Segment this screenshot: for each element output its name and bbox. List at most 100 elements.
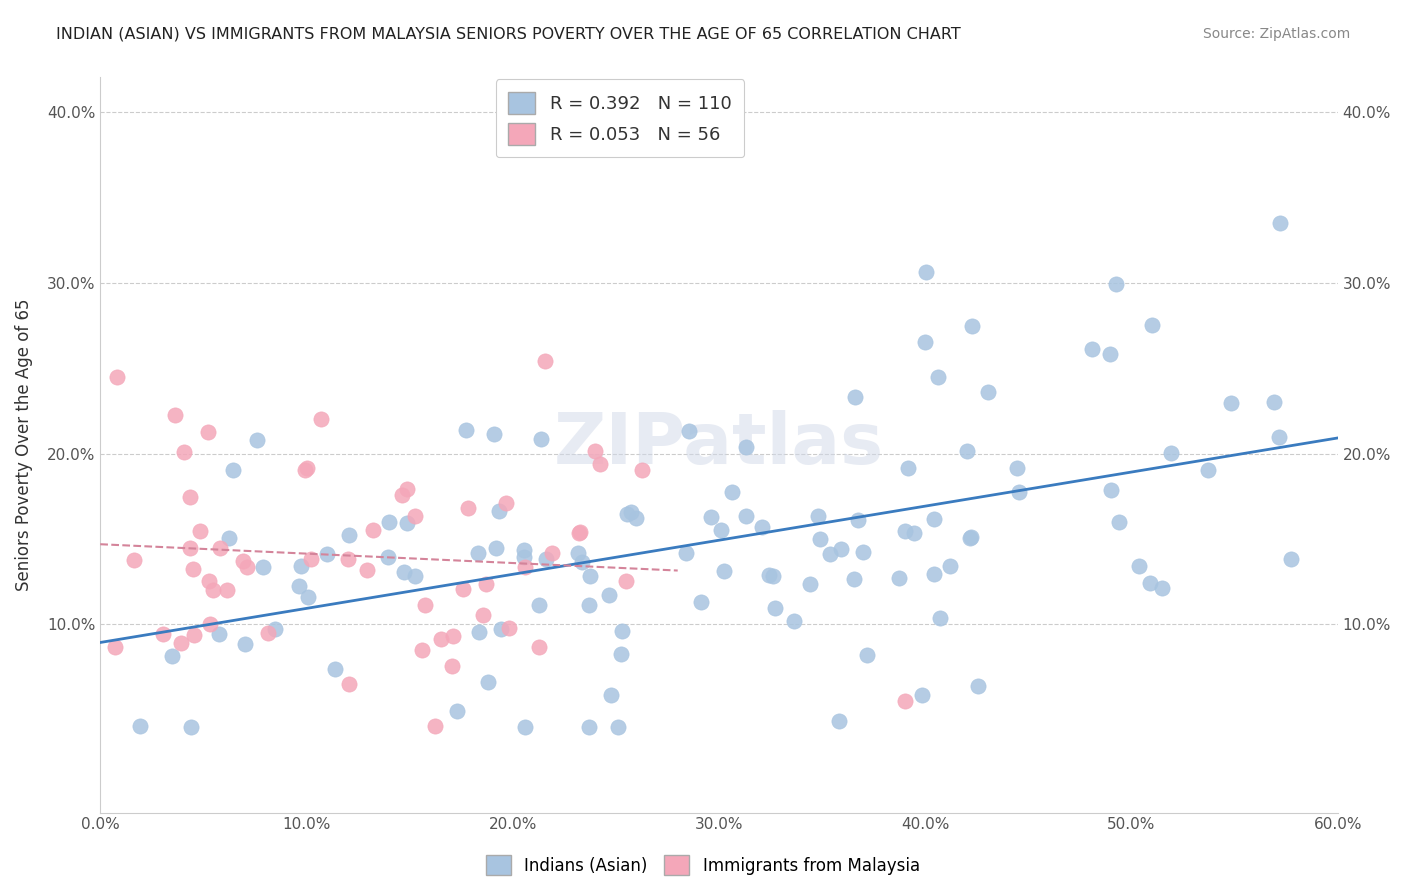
Point bbox=[1150, 581, 1173, 595]
Point bbox=[614, 574, 637, 589]
Point bbox=[183, 628, 205, 642]
Point bbox=[180, 720, 202, 734]
Point bbox=[700, 510, 723, 524]
Point bbox=[598, 588, 620, 602]
Point bbox=[287, 579, 309, 593]
Point bbox=[911, 688, 934, 702]
Point bbox=[583, 444, 606, 458]
Point bbox=[467, 546, 489, 560]
Point bbox=[513, 549, 536, 564]
Point bbox=[578, 598, 600, 612]
Point bbox=[959, 531, 981, 545]
Point bbox=[830, 542, 852, 557]
Legend: R = 0.392   N = 110, R = 0.053   N = 56: R = 0.392 N = 110, R = 0.053 N = 56 bbox=[496, 79, 744, 158]
Point bbox=[477, 675, 499, 690]
Point bbox=[488, 503, 510, 517]
Point bbox=[198, 574, 221, 588]
Point bbox=[489, 622, 512, 636]
Point bbox=[1268, 430, 1291, 444]
Text: ZIPatlas: ZIPatlas bbox=[554, 410, 884, 480]
Point bbox=[734, 440, 756, 454]
Point bbox=[104, 640, 127, 655]
Point bbox=[495, 496, 517, 510]
Point bbox=[179, 490, 201, 504]
Point bbox=[713, 564, 735, 578]
Point bbox=[513, 542, 536, 557]
Point bbox=[1160, 446, 1182, 460]
Point bbox=[246, 434, 269, 448]
Point bbox=[610, 647, 633, 661]
Point bbox=[610, 624, 633, 639]
Point bbox=[404, 569, 426, 583]
Point bbox=[208, 541, 231, 555]
Point bbox=[977, 384, 1000, 399]
Point bbox=[484, 541, 506, 556]
Point bbox=[181, 561, 204, 575]
Point bbox=[128, 719, 150, 733]
Point bbox=[530, 433, 553, 447]
Point bbox=[263, 622, 285, 636]
Point bbox=[967, 679, 990, 693]
Point bbox=[710, 523, 733, 537]
Point bbox=[846, 512, 869, 526]
Point bbox=[232, 554, 254, 568]
Legend: Indians (Asian), Immigrants from Malaysia: Indians (Asian), Immigrants from Malaysi… bbox=[478, 847, 928, 884]
Point bbox=[105, 370, 128, 384]
Point bbox=[1139, 575, 1161, 590]
Point bbox=[173, 444, 195, 458]
Point bbox=[160, 649, 183, 664]
Point bbox=[356, 563, 378, 577]
Point bbox=[568, 526, 591, 541]
Point bbox=[290, 559, 312, 574]
Point bbox=[568, 524, 591, 539]
Point bbox=[235, 559, 257, 574]
Point bbox=[887, 571, 910, 585]
Point bbox=[534, 354, 557, 368]
Point bbox=[620, 504, 643, 518]
Point bbox=[325, 662, 347, 676]
Point bbox=[411, 642, 433, 657]
Point bbox=[482, 427, 505, 442]
Point bbox=[600, 688, 623, 702]
Point bbox=[1007, 461, 1029, 475]
Point bbox=[1105, 277, 1128, 291]
Point bbox=[529, 598, 551, 612]
Point bbox=[607, 720, 630, 734]
Point bbox=[396, 482, 419, 496]
Point bbox=[337, 528, 360, 542]
Point bbox=[316, 547, 339, 561]
Point bbox=[567, 546, 589, 560]
Point bbox=[799, 577, 821, 591]
Point bbox=[1140, 318, 1163, 333]
Point bbox=[631, 463, 654, 477]
Point bbox=[122, 553, 145, 567]
Point bbox=[818, 547, 841, 561]
Point bbox=[441, 628, 464, 642]
Point bbox=[938, 559, 960, 574]
Point bbox=[1108, 515, 1130, 529]
Point bbox=[893, 694, 915, 708]
Point bbox=[197, 425, 219, 440]
Point bbox=[922, 512, 945, 526]
Point bbox=[257, 626, 280, 640]
Point bbox=[761, 569, 783, 583]
Point bbox=[903, 525, 925, 540]
Point bbox=[337, 677, 360, 691]
Point bbox=[201, 583, 224, 598]
Point bbox=[413, 598, 436, 612]
Point bbox=[1197, 462, 1219, 476]
Point bbox=[578, 720, 600, 734]
Point bbox=[425, 718, 447, 732]
Point bbox=[297, 590, 319, 604]
Point bbox=[1099, 347, 1122, 361]
Point bbox=[690, 595, 713, 609]
Point bbox=[471, 608, 494, 623]
Point bbox=[396, 516, 419, 531]
Point bbox=[429, 632, 451, 646]
Point bbox=[897, 461, 920, 475]
Point bbox=[675, 546, 697, 560]
Point bbox=[678, 424, 700, 438]
Point bbox=[179, 541, 201, 555]
Point bbox=[309, 411, 332, 425]
Point bbox=[1099, 483, 1122, 497]
